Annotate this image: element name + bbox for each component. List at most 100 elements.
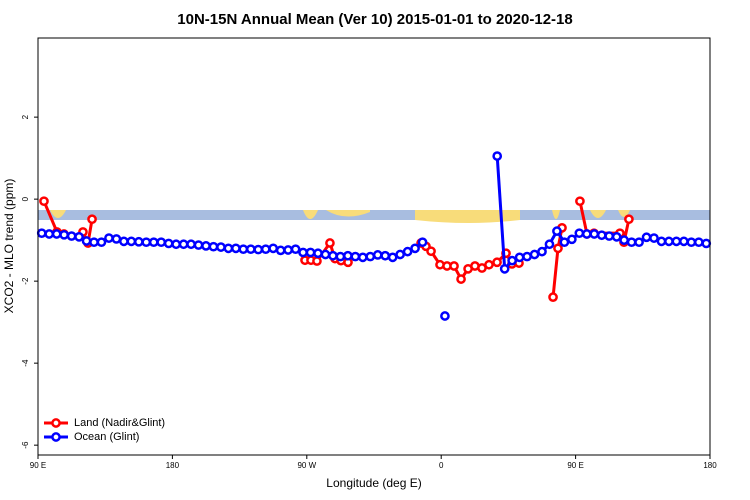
data-point	[567, 234, 577, 245]
data-point	[492, 257, 502, 268]
data-point	[312, 256, 322, 266]
x-tick-label: 90 E	[30, 461, 46, 470]
data-point	[335, 251, 346, 262]
data-point	[313, 248, 323, 259]
data-point	[395, 249, 405, 260]
data-point	[574, 228, 585, 239]
ocean-band	[38, 210, 710, 220]
data-point	[499, 263, 510, 274]
data-point	[325, 238, 335, 248]
data-point	[141, 237, 152, 248]
legend-label: Ocean (Glint)	[74, 431, 139, 443]
data-point	[320, 249, 331, 260]
legend-label: Land (Nadir&Glint)	[74, 417, 165, 429]
x-axis-label: Longitude (deg E)	[326, 476, 421, 490]
data-point	[679, 236, 689, 247]
data-point	[611, 232, 622, 242]
data-point	[402, 246, 413, 257]
data-point	[624, 214, 634, 225]
data-point	[87, 214, 97, 225]
x-tick-label: 180	[703, 461, 717, 470]
data-point	[111, 234, 122, 244]
data-point	[36, 228, 47, 239]
data-point	[245, 244, 256, 255]
data-point	[268, 243, 279, 254]
data-point	[51, 229, 62, 239]
data-point	[553, 243, 563, 254]
data-point	[133, 236, 144, 247]
land-mask	[38, 210, 710, 223]
data-point	[537, 246, 547, 257]
data-point	[74, 232, 84, 242]
data-point	[298, 247, 308, 258]
data-point	[529, 249, 540, 260]
y-tick-label: -4	[21, 359, 30, 367]
data-point	[201, 241, 211, 251]
land-area	[50, 210, 630, 223]
data-point	[81, 236, 92, 246]
data-point	[216, 242, 226, 252]
data-point	[126, 236, 137, 247]
data-point	[417, 237, 428, 248]
data-point	[492, 151, 503, 161]
data-point	[372, 250, 383, 260]
data-point	[186, 239, 196, 250]
data-point	[253, 244, 264, 255]
data-point	[223, 243, 234, 254]
data-point	[39, 196, 49, 207]
plot-frame	[37, 37, 711, 456]
data-point	[522, 251, 532, 262]
data-point	[596, 230, 607, 241]
data-point	[357, 252, 368, 263]
data-point	[649, 233, 659, 243]
data-point	[664, 236, 674, 247]
x-tick-label: 90 E	[567, 461, 583, 470]
data-point	[148, 237, 159, 248]
data-point	[604, 231, 615, 241]
y-tick-label: 0	[21, 196, 30, 201]
data-point	[440, 311, 450, 321]
data-point	[119, 236, 129, 247]
data-point	[456, 274, 466, 284]
data-point	[701, 238, 712, 249]
data-point	[514, 252, 525, 263]
data-point	[290, 244, 301, 255]
data-point	[96, 237, 107, 248]
data-point	[387, 252, 398, 263]
data-point	[686, 237, 697, 248]
data-point	[163, 238, 174, 249]
data-point	[656, 236, 667, 247]
legend-marker	[51, 418, 61, 428]
x-tick-label: 180	[166, 461, 180, 470]
data-point	[231, 243, 241, 254]
data-point	[305, 247, 316, 258]
data-point	[641, 232, 652, 243]
data-point	[59, 229, 69, 240]
data-point	[328, 250, 338, 261]
data-point	[552, 226, 562, 236]
legend-marker	[51, 432, 61, 442]
chart-title: 10N-15N Annual Mean (Ver 10) 2015-01-01 …	[177, 11, 572, 28]
data-point	[410, 243, 420, 254]
data-point	[449, 261, 459, 271]
plot-area	[36, 151, 712, 321]
data-point	[260, 244, 271, 255]
data-point	[626, 237, 637, 248]
data-point	[575, 196, 585, 207]
data-point	[589, 229, 600, 239]
data-point	[350, 251, 361, 262]
data-point	[581, 229, 592, 239]
data-point	[283, 245, 293, 255]
data-point	[693, 237, 704, 248]
data-point	[484, 259, 494, 270]
data-point	[89, 237, 99, 248]
data-point	[238, 244, 249, 255]
x-tick-label: 0	[439, 461, 444, 470]
data-point	[548, 292, 558, 302]
x-tick-label: 90 W	[297, 461, 316, 470]
data-point	[156, 237, 167, 248]
data-point	[343, 250, 353, 261]
data-point	[66, 231, 77, 241]
data-point	[634, 237, 644, 248]
data-point	[178, 239, 189, 250]
